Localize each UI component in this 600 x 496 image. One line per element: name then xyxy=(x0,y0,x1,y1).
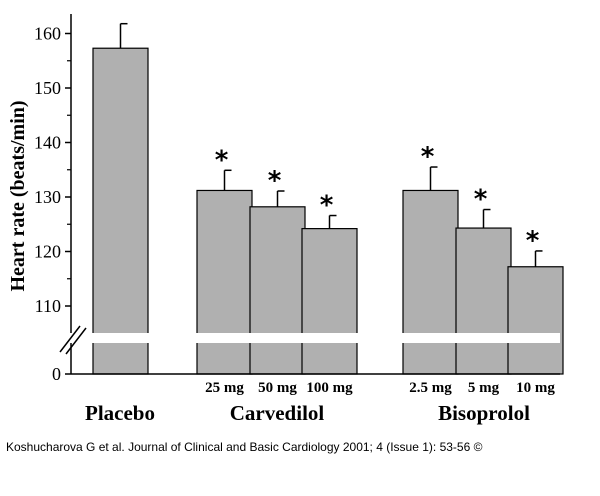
dose-label: 25 mg xyxy=(205,380,244,396)
bar-bisoprolol-25mg xyxy=(402,189,459,375)
y-tick-label: 120 xyxy=(34,242,61,262)
significance-star: * xyxy=(526,226,540,256)
y-tick-label: 160 xyxy=(34,24,61,44)
y-axis-label: Heart rate (beats/min) xyxy=(7,100,29,291)
significance-star: * xyxy=(215,145,229,175)
bar-bisoprolol-5mg xyxy=(455,227,512,375)
axis-break-mark xyxy=(65,327,87,355)
dose-label: 50 mg xyxy=(258,380,297,396)
category-labels: 25 mg 50 mg 100 mg 2.5 mg 5 mg 10 mg Placebo Ca… xyxy=(85,380,555,425)
bar-bisoprolol-10mg xyxy=(507,266,564,375)
y-axis: 110 120 130 140 150 160 0 xyxy=(34,14,560,384)
dose-label: 2.5 mg xyxy=(409,380,452,396)
significance-star: * xyxy=(268,166,282,196)
y-tick-label-zero: 0 xyxy=(52,364,61,384)
bar-chart: * * * * * * 110 120 130 140 150 160 0 Heart rate (b… xyxy=(7,14,564,425)
axis-break-mark xyxy=(59,325,81,353)
y-tick-label: 140 xyxy=(34,133,61,153)
dose-label: 100 mg xyxy=(306,380,353,396)
significance-star: * xyxy=(474,185,488,215)
dose-label: 5 mg xyxy=(468,380,500,396)
group-label-carvedilol: Carvedilol xyxy=(230,401,325,425)
y-tick-label: 150 xyxy=(34,78,61,98)
bar-carvedilol-50mg xyxy=(249,206,306,375)
group-label-bisoprolol: Bisoprolol xyxy=(438,401,530,425)
bar-placebo xyxy=(92,47,149,375)
significance-star: * xyxy=(421,142,435,172)
y-tick-label: 130 xyxy=(34,187,61,207)
group-label-placebo: Placebo xyxy=(85,401,155,425)
dose-label: 10 mg xyxy=(516,380,555,396)
credit-text: Koshucharova G et al. Journal of Clinica… xyxy=(6,440,483,454)
y-tick-label: 110 xyxy=(35,296,61,316)
bar-carvedilol-25mg xyxy=(196,189,253,375)
bars-layer: * * * * * * xyxy=(60,22,564,375)
significance-star: * xyxy=(320,191,334,221)
bar-carvedilol-100mg xyxy=(301,228,358,375)
axis-break-band xyxy=(60,333,560,343)
